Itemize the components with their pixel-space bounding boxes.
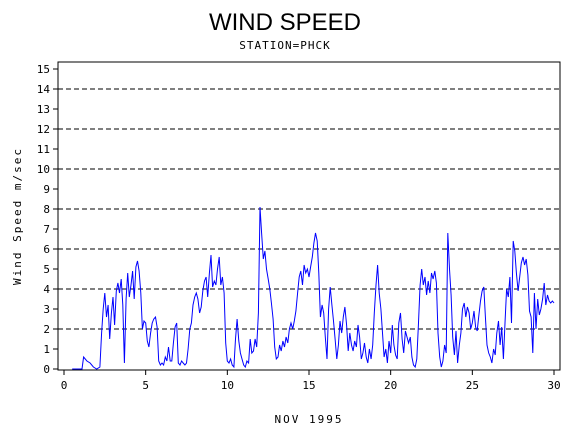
x-tick-label: 20 — [384, 379, 397, 392]
axes — [57, 61, 561, 371]
x-tick-label: 5 — [142, 379, 149, 392]
y-tick-label: 9 — [43, 183, 50, 196]
plot-frame — [57, 61, 561, 371]
y-tick-label: 3 — [43, 303, 50, 316]
x-tick-label: 25 — [466, 379, 479, 392]
x-tick-label: 0 — [61, 379, 68, 392]
y-tick-label: 11 — [37, 143, 50, 156]
y-tick-label: 14 — [37, 83, 51, 96]
chart-title: WIND SPEED — [209, 9, 361, 36]
y-tick-label: 2 — [43, 323, 50, 336]
x-tick-label: 30 — [547, 379, 560, 392]
y-tick-label: 12 — [37, 123, 50, 136]
y-tick-label: 4 — [43, 283, 50, 296]
y-tick-label: 5 — [43, 263, 50, 276]
x-axis-ticks: 0 5 10 15 20 25 30 — [61, 370, 561, 392]
y-tick-label: 7 — [43, 223, 50, 236]
y-tick-label: 0 — [43, 363, 50, 376]
y-tick-label: 10 — [37, 163, 50, 176]
y-tick-label: 13 — [37, 103, 50, 116]
y-tick-label: 1 — [43, 343, 50, 356]
y-tick-label: 6 — [43, 243, 50, 256]
reference-lines — [58, 88, 560, 330]
y-tick-label: 8 — [43, 203, 50, 216]
series-layer — [72, 206, 555, 370]
y-tick-label: 15 — [37, 63, 50, 76]
x-tick-label: 10 — [221, 379, 234, 392]
y-axis-label: Wind Speed m/sec — [11, 147, 24, 285]
x-axis-label: NOV 1995 — [275, 413, 344, 426]
wind-speed-line — [72, 206, 555, 370]
x-tick-label: 15 — [302, 379, 315, 392]
chart-subtitle: STATION=PHCK — [239, 39, 330, 52]
